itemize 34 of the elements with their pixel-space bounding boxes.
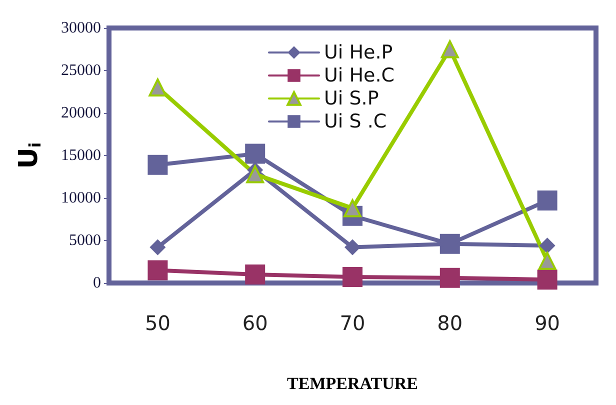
point bbox=[148, 260, 168, 280]
point bbox=[440, 40, 459, 58]
point bbox=[538, 252, 556, 270]
point bbox=[537, 270, 558, 290]
point bbox=[539, 238, 556, 254]
point bbox=[344, 199, 362, 218]
point bbox=[246, 165, 264, 184]
legend-label: Ui He.C bbox=[324, 64, 395, 86]
x-tick-label: 90 bbox=[534, 311, 560, 335]
y-tick-label: 0 bbox=[93, 274, 101, 292]
y-axis-title: Ui bbox=[14, 142, 44, 169]
x-axis-title: TEMPERATURE bbox=[287, 374, 418, 393]
legend-label: Ui He.P bbox=[324, 42, 393, 64]
point bbox=[344, 239, 360, 256]
y-tick-label: 25000 bbox=[61, 62, 101, 79]
y-tick-label: 30000 bbox=[61, 20, 101, 36]
y-tick-label: 10000 bbox=[61, 190, 101, 206]
point bbox=[245, 264, 266, 284]
point bbox=[537, 190, 558, 211]
x-tick-label: 60 bbox=[242, 311, 268, 335]
y-tick-label: 15000 bbox=[61, 147, 101, 164]
point bbox=[440, 268, 460, 288]
point bbox=[245, 144, 266, 164]
y-tick-label: 5000 bbox=[69, 232, 101, 249]
point bbox=[150, 239, 166, 256]
y-tick-label: 20000 bbox=[61, 104, 101, 122]
x-tick-label: 50 bbox=[144, 311, 170, 335]
legend-label: Ui S .C bbox=[324, 110, 387, 132]
x-tick-label: 70 bbox=[340, 311, 366, 335]
legend-label: Ui S.P bbox=[324, 88, 379, 110]
point bbox=[342, 267, 362, 288]
point bbox=[148, 154, 168, 175]
point bbox=[148, 78, 167, 96]
x-tick-label: 80 bbox=[437, 311, 463, 335]
